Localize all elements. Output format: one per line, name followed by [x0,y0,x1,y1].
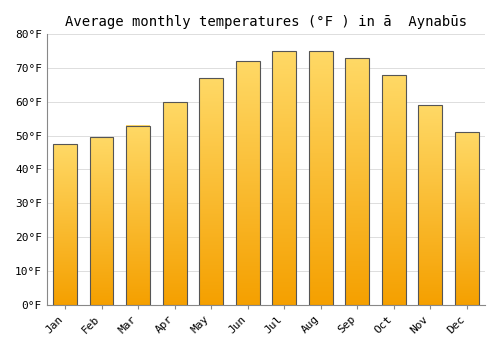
Bar [126,126,150,304]
Bar [200,78,223,304]
Bar [54,144,77,304]
Title: Average monthly temperatures (°F ) in ā  Aynabūs: Average monthly temperatures (°F ) in ā … [65,15,467,29]
Bar [163,102,186,304]
Bar [309,51,332,304]
Bar [455,132,478,304]
Bar [382,75,406,304]
Bar [236,61,260,304]
Bar [272,51,296,304]
Bar [90,137,114,304]
Bar [418,105,442,304]
Bar [346,58,369,304]
